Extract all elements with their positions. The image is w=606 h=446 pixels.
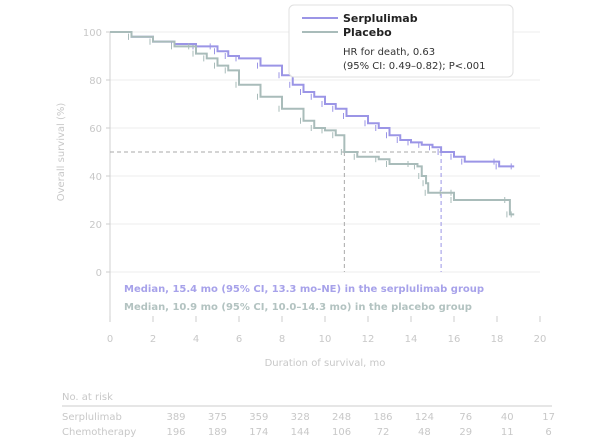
y-tick-label: 60 xyxy=(89,124,102,135)
x-tick-label: 10 xyxy=(319,334,332,345)
risk-count: 17 xyxy=(542,412,555,423)
y-axis-label: Overall survival (%) xyxy=(56,103,67,202)
y-tick-label: 0 xyxy=(96,268,102,279)
legend-box xyxy=(288,4,514,78)
risk-table-title: No. at risk xyxy=(62,392,113,403)
risk-count: 48 xyxy=(418,427,431,438)
risk-count: 196 xyxy=(166,427,185,438)
hazard-ratio: HR for death, 0.63 xyxy=(343,47,435,58)
risk-count: 40 xyxy=(501,412,514,423)
median-annotation-serplulimab: Median, 15.4 mo (95% CI, 13.3 mo-NE) in … xyxy=(124,284,484,295)
x-tick-label: 16 xyxy=(448,334,461,345)
x-tick-label: 8 xyxy=(279,334,285,345)
risk-count: 375 xyxy=(208,412,227,423)
x-tick-label: 4 xyxy=(193,334,199,345)
risk-count: 29 xyxy=(459,427,472,438)
risk-count: 144 xyxy=(291,427,310,438)
x-tick-label: 0 xyxy=(107,334,113,345)
y-tick-label: 40 xyxy=(89,172,102,183)
median-annotation-placebo: Median, 10.9 mo (95% CI, 10.0–14.3 mo) i… xyxy=(124,302,472,313)
risk-count: 124 xyxy=(415,412,434,423)
risk-count: 248 xyxy=(332,412,351,423)
y-tick-label: 80 xyxy=(89,76,102,87)
risk-row-label: Chemotherapy xyxy=(62,427,136,438)
risk-count: 11 xyxy=(501,427,514,438)
risk-count: 106 xyxy=(332,427,351,438)
x-tick-label: 18 xyxy=(491,334,504,345)
risk-count: 72 xyxy=(377,427,390,438)
placebo-survival-curve xyxy=(110,31,515,216)
legend-label: Serplulimab xyxy=(343,12,418,25)
x-tick-label: 6 xyxy=(236,334,242,345)
y-tick-label: 20 xyxy=(89,220,102,231)
risk-count: 186 xyxy=(373,412,392,423)
serplulimab-survival-curve xyxy=(110,31,515,168)
risk-count: 389 xyxy=(166,412,185,423)
x-tick-label: 12 xyxy=(362,334,375,345)
x-tick-label: 14 xyxy=(405,334,418,345)
y-tick-label: 100 xyxy=(83,28,102,39)
x-tick-label: 20 xyxy=(534,334,547,345)
legend-label: Placebo xyxy=(343,26,392,39)
risk-count: 6 xyxy=(545,427,551,438)
x-tick-label: 2 xyxy=(150,334,156,345)
risk-count: 189 xyxy=(208,427,227,438)
x-axis-label: Duration of survival, mo xyxy=(265,358,386,369)
risk-count: 174 xyxy=(249,427,268,438)
risk-count: 359 xyxy=(249,412,268,423)
risk-count: 76 xyxy=(459,412,472,423)
p-value: (95% CI: 0.49–0.82); P<.001 xyxy=(343,61,485,72)
risk-count: 328 xyxy=(291,412,310,423)
risk-row-label: Serplulimab xyxy=(62,412,122,423)
